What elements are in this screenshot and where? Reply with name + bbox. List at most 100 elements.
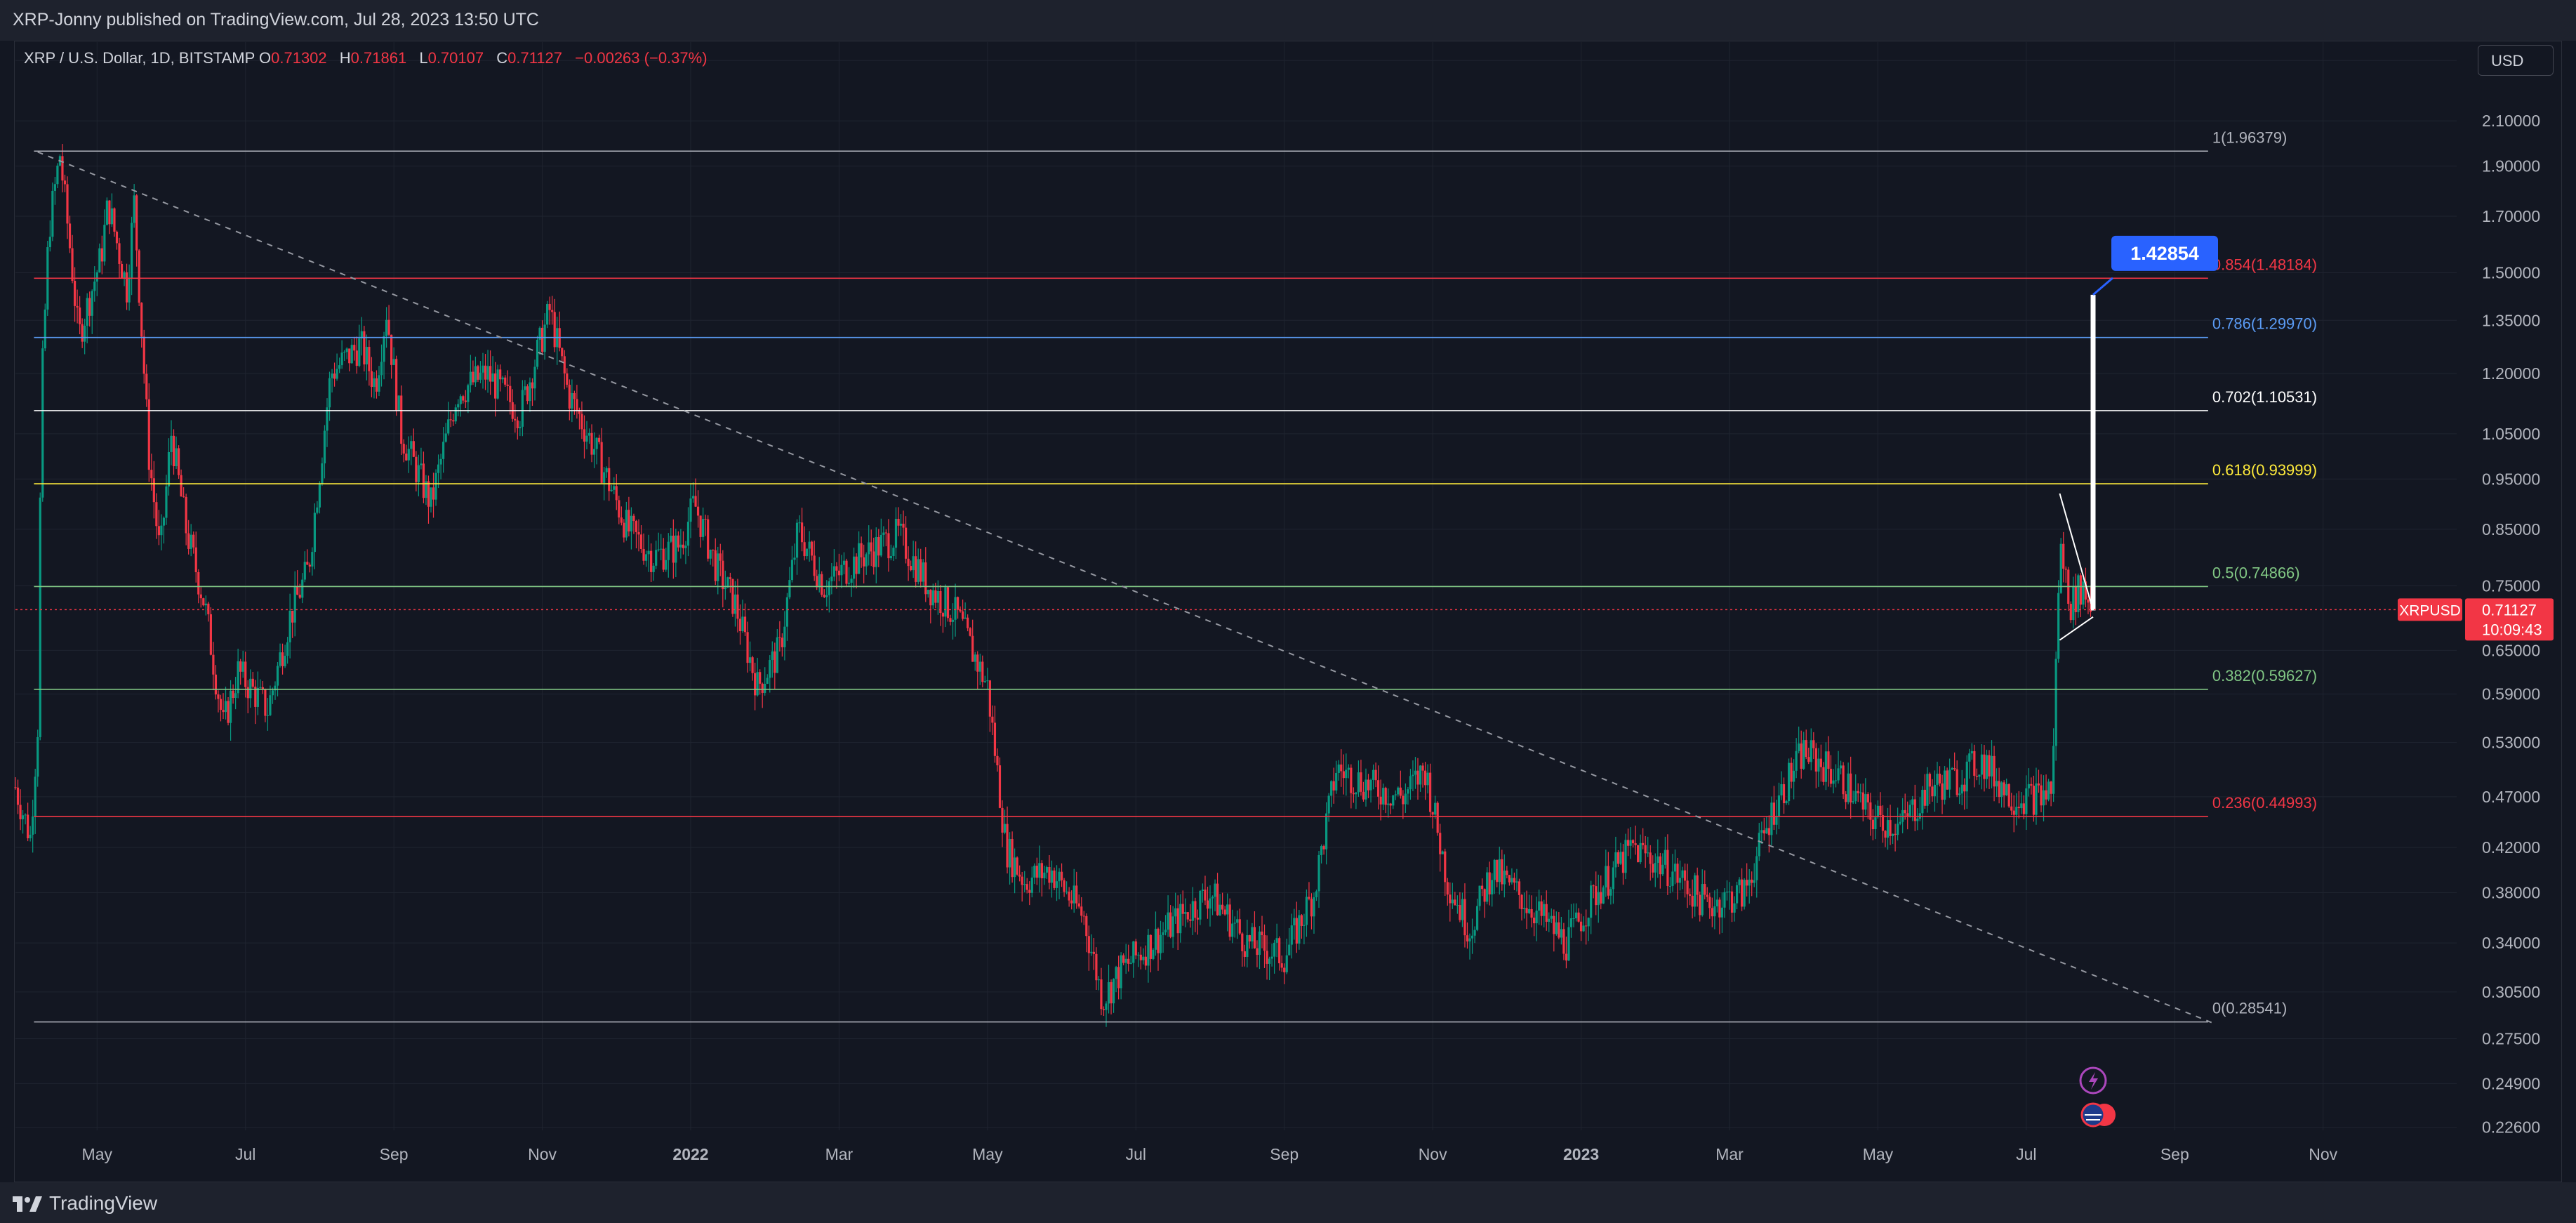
candle xyxy=(667,533,670,578)
candle-body xyxy=(321,463,324,484)
candle-body xyxy=(1436,802,1439,833)
descending-trendline[interactable] xyxy=(37,151,2212,1024)
candle-body xyxy=(293,586,296,623)
candle-body xyxy=(1572,918,1575,919)
candle-body xyxy=(2017,807,2020,809)
candle xyxy=(249,669,252,708)
currency-button[interactable]: USD xyxy=(2478,45,2554,76)
candle xyxy=(524,380,526,396)
candle xyxy=(736,579,739,633)
candle-body xyxy=(323,430,326,464)
candle xyxy=(1211,895,1214,915)
fib-level-0.382[interactable]: 0.382(0.59627) xyxy=(34,667,2317,690)
candle xyxy=(1762,817,1765,841)
candle xyxy=(1548,912,1551,932)
candle xyxy=(1995,768,1998,797)
candle xyxy=(910,560,912,571)
candle xyxy=(1429,763,1432,818)
candle-body xyxy=(1073,885,1075,904)
candle xyxy=(1715,888,1718,913)
candle xyxy=(261,681,264,694)
time-tick-label: May xyxy=(972,1145,1003,1163)
candle-body xyxy=(644,554,648,561)
candle xyxy=(741,600,744,633)
target-drawing[interactable]: 1.42854 xyxy=(2059,235,2218,641)
candle xyxy=(766,674,769,685)
candle xyxy=(1263,924,1266,968)
fib-level-1[interactable]: 1(1.96379) xyxy=(34,128,2287,152)
candle-body xyxy=(1387,803,1390,805)
candle xyxy=(1134,939,1137,960)
candle-body xyxy=(910,566,912,571)
candle-body xyxy=(637,531,640,535)
candle-body xyxy=(155,502,158,527)
open-value: 0.71302 xyxy=(271,49,327,67)
fib-level-0.854[interactable]: 0.854(1.48184) xyxy=(34,256,2317,279)
candle-body xyxy=(1169,912,1172,937)
candle xyxy=(724,570,726,600)
candle-body xyxy=(1574,912,1578,918)
candle-body xyxy=(759,672,762,684)
target-price-badge[interactable] xyxy=(2111,235,2218,271)
fib-level-0[interactable]: 0(0.28541) xyxy=(34,1000,2287,1023)
candle-body xyxy=(1127,958,1130,964)
candle xyxy=(1117,956,1120,1000)
fib-level-0.702[interactable]: 0.702(1.10531) xyxy=(34,388,2317,411)
candle-body xyxy=(1897,824,1899,835)
candle xyxy=(269,685,272,717)
fib-level-0.786[interactable]: 0.786(1.29970) xyxy=(34,315,2317,338)
candle-body xyxy=(823,595,825,597)
candle xyxy=(2037,769,2040,793)
fib-levels[interactable]: 1(1.96379) 0.854(1.48184) 0.786(1.29970) 0.… xyxy=(34,128,2317,1023)
candle-body xyxy=(704,519,707,520)
candle xyxy=(442,427,445,473)
trendline-layer[interactable] xyxy=(37,151,2212,1024)
candle-body xyxy=(509,385,512,402)
candle xyxy=(771,641,774,678)
candle xyxy=(1723,888,1726,918)
fib-level-0.5[interactable]: 0.5(0.74866) xyxy=(34,564,2300,588)
candle xyxy=(1206,886,1209,919)
candle xyxy=(1691,879,1694,919)
candle xyxy=(949,614,952,626)
candle-body xyxy=(1819,758,1822,767)
candle-body xyxy=(373,378,376,388)
candle-body xyxy=(954,597,957,620)
time-axis[interactable]: May Jul Sep Nov 2022 Mar May Jul Sep Nov 2023 Mar Ma… xyxy=(82,1145,2338,1163)
candle-body xyxy=(1990,755,1993,776)
candle xyxy=(172,429,175,475)
candle-body xyxy=(1429,772,1432,812)
candle-body xyxy=(1112,979,1115,1004)
price-axis[interactable]: 2.400002.100001.900001.700001.500001.350… xyxy=(2482,51,2540,1136)
candle xyxy=(1958,787,1961,805)
candle-body xyxy=(1382,788,1385,805)
candle xyxy=(1558,912,1560,940)
candle-body xyxy=(232,690,234,699)
candle xyxy=(610,484,613,492)
fib-level-0.236[interactable]: 0.236(0.44993) xyxy=(34,794,2317,817)
candle-body xyxy=(1802,740,1805,769)
price-tick-label: 0.95000 xyxy=(2482,470,2540,488)
candle-body xyxy=(571,392,573,409)
fib-ratio: 0.236 xyxy=(2212,794,2251,812)
candle-body xyxy=(1602,887,1605,904)
tradingview-brand[interactable]: TradingView xyxy=(13,1192,157,1215)
pennant-lower-line[interactable] xyxy=(2059,616,2094,641)
candle-body xyxy=(1209,898,1211,909)
candle-body xyxy=(1899,821,1901,824)
candle xyxy=(790,546,794,583)
candle xyxy=(1511,868,1513,885)
candle xyxy=(623,519,625,543)
fib-level-0.618[interactable]: 0.618(0.93999) xyxy=(34,461,2317,484)
candle-body xyxy=(66,184,69,224)
candle xyxy=(556,317,559,365)
symbol-legend[interactable]: XRP / U.S. Dollar, 1D, BITSTAMP O0.71302… xyxy=(24,49,716,67)
candle xyxy=(1941,774,1944,814)
event-icons[interactable] xyxy=(2079,1066,2116,1128)
candle-body xyxy=(543,324,546,352)
candle-body xyxy=(1330,781,1333,796)
candle-body xyxy=(180,475,182,497)
candle-body xyxy=(190,534,192,549)
pennant-upper-line[interactable] xyxy=(2059,493,2094,611)
